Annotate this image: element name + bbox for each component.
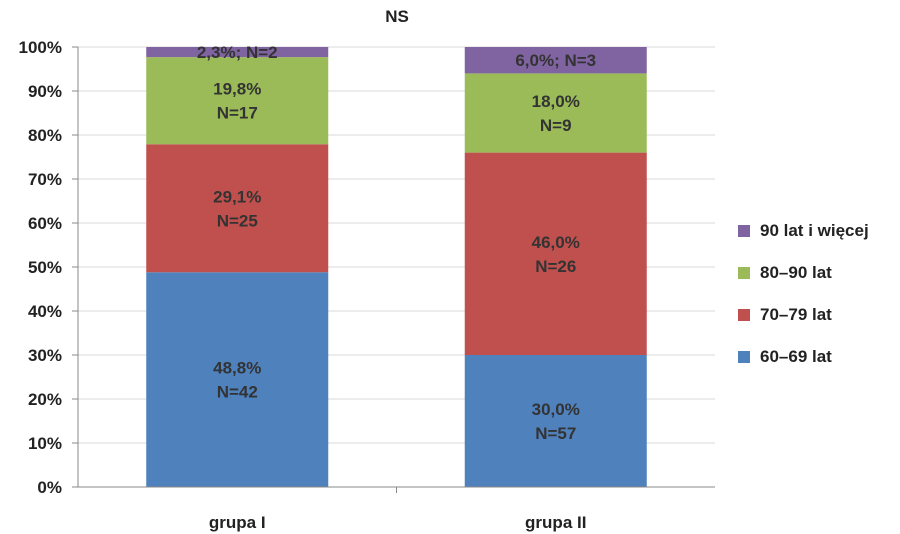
data-label: 48,8% — [213, 359, 261, 378]
legend-swatch — [738, 309, 750, 321]
data-label: 30,0% — [532, 400, 580, 419]
legend-item: 60–69 lat — [738, 336, 869, 378]
chart-legend: 90 lat i więcej 80–90 lat 70–79 lat 60–69 l… — [738, 210, 869, 378]
y-tick-label: 80% — [28, 126, 62, 145]
legend-swatch — [738, 351, 750, 363]
legend-label: 90 lat i więcej — [760, 221, 869, 240]
legend-label: 80–90 lat — [760, 263, 832, 282]
y-tick-label: 10% — [28, 434, 62, 453]
bar-segment — [464, 355, 647, 487]
y-tick-label: 50% — [28, 258, 62, 277]
bar-segment — [146, 57, 329, 145]
x-category-label: grupa I — [209, 513, 266, 532]
data-label: 46,0% — [532, 233, 580, 252]
bar-segment — [464, 47, 647, 74]
chart-title: NS — [385, 7, 409, 26]
legend-swatch — [738, 225, 750, 237]
y-tick-label: 60% — [28, 214, 62, 233]
data-label: N=57 — [535, 424, 576, 443]
data-label: N=17 — [217, 104, 258, 123]
y-tick-label: 100% — [19, 38, 62, 57]
legend-label: 70–79 lat — [760, 305, 832, 324]
legend-swatch — [738, 267, 750, 279]
data-label: 29,1% — [213, 187, 261, 206]
legend-item: 90 lat i więcej — [738, 210, 869, 252]
data-label: N=26 — [535, 257, 576, 276]
y-tick-label: 40% — [28, 302, 62, 321]
data-label: 6,0%; N=3 — [515, 51, 596, 70]
data-label: N=42 — [217, 383, 258, 402]
legend-label: 60–69 lat — [760, 347, 832, 366]
bar-segment — [464, 152, 647, 355]
bar-segment — [464, 73, 647, 153]
legend-item: 80–90 lat — [738, 252, 869, 294]
x-category-label: grupa II — [525, 513, 586, 532]
y-tick-label: 30% — [28, 346, 62, 365]
y-tick-label: 90% — [28, 82, 62, 101]
y-tick-label: 70% — [28, 170, 62, 189]
bar-segment — [146, 272, 329, 487]
y-tick-label: 20% — [28, 390, 62, 409]
data-label: N=25 — [217, 211, 258, 230]
data-label: N=9 — [540, 116, 572, 135]
data-label: 2,3%; N=2 — [197, 43, 278, 62]
y-tick-label: 0% — [37, 478, 62, 497]
legend-item: 70–79 lat — [738, 294, 869, 336]
data-label: 18,0% — [532, 92, 580, 111]
data-label: 19,8% — [213, 80, 261, 99]
bar-segment — [146, 144, 329, 273]
bar-segment — [146, 47, 329, 58]
